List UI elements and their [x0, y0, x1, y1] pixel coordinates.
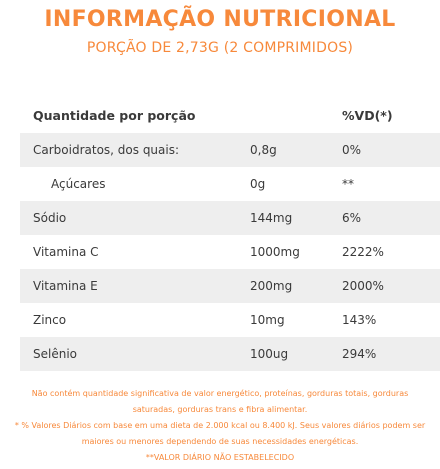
page-title: INFORMAÇÃO NUTRICIONAL [44, 7, 396, 32]
nutrient-name: Zinco [33, 313, 67, 327]
nutrient-amount: 0,8g [250, 143, 277, 157]
nutrient-name: Selênio [33, 347, 77, 361]
nutrient-name: Carboidratos, dos quais: [33, 143, 180, 157]
nutrient-vd: 2222% [342, 245, 384, 259]
table-row: Zinco 10mg 143% [20, 303, 440, 337]
serving-size: PORÇÃO DE 2,73G (2 COMPRIMIDOS) [86, 40, 354, 56]
header-quantity-label: Quantidade por porção [33, 108, 196, 123]
nutrient-vd: ** [342, 177, 354, 191]
footnote-line: Não contém quantidade significativa de v… [31, 389, 409, 398]
nutrient-vd: 143% [342, 313, 377, 327]
nutrient-vd: 0% [342, 143, 362, 157]
nutrient-vd: 6% [342, 211, 362, 225]
nutrient-amount: 144mg [250, 211, 293, 225]
nutrient-amount: 200mg [250, 279, 293, 293]
nutrient-name: Açúcares [51, 177, 106, 191]
header-vd-label: %VD(*) [342, 108, 393, 123]
nutrient-amount: 10mg [250, 313, 285, 327]
nutrition-table: Quantidade por porção %VD(*) Carboidrato… [20, 99, 440, 371]
nutrient-amount: 100ug [250, 347, 289, 361]
table-row: Vitamina C 1000mg 2222% [20, 235, 440, 269]
table-row: Carboidratos, dos quais: 0,8g 0% [20, 133, 440, 167]
table-row: Selênio 100ug 294% [20, 337, 440, 371]
footnote-line: saturadas, gorduras trans e fibra alimen… [132, 405, 308, 414]
nutrient-name: Vitamina C [33, 245, 99, 259]
footnote-line: * % Valores Diários com base em uma diet… [14, 421, 426, 430]
nutrient-vd: 294% [342, 347, 377, 361]
nutrient-amount: 0g [250, 177, 266, 191]
nutrient-name: Sódio [33, 211, 67, 225]
table-row: Açúcares 0g ** [20, 167, 440, 201]
nutrient-name: Vitamina E [33, 279, 98, 293]
table-row: Vitamina E 200mg 2000% [20, 269, 440, 303]
footnotes: Não contém quantidade significativa de v… [14, 386, 426, 466]
table-row: Sódio 144mg 6% [20, 201, 440, 235]
footnote-line: maiores ou menores dependendo de suas ne… [81, 437, 359, 446]
nutrient-amount: 1000mg [250, 245, 300, 259]
footnote-line: **VALOR DIÁRIO NÃO ESTABELECIDO [145, 453, 295, 462]
nutrient-vd: 2000% [342, 279, 384, 293]
table-header: Quantidade por porção %VD(*) [20, 99, 440, 133]
